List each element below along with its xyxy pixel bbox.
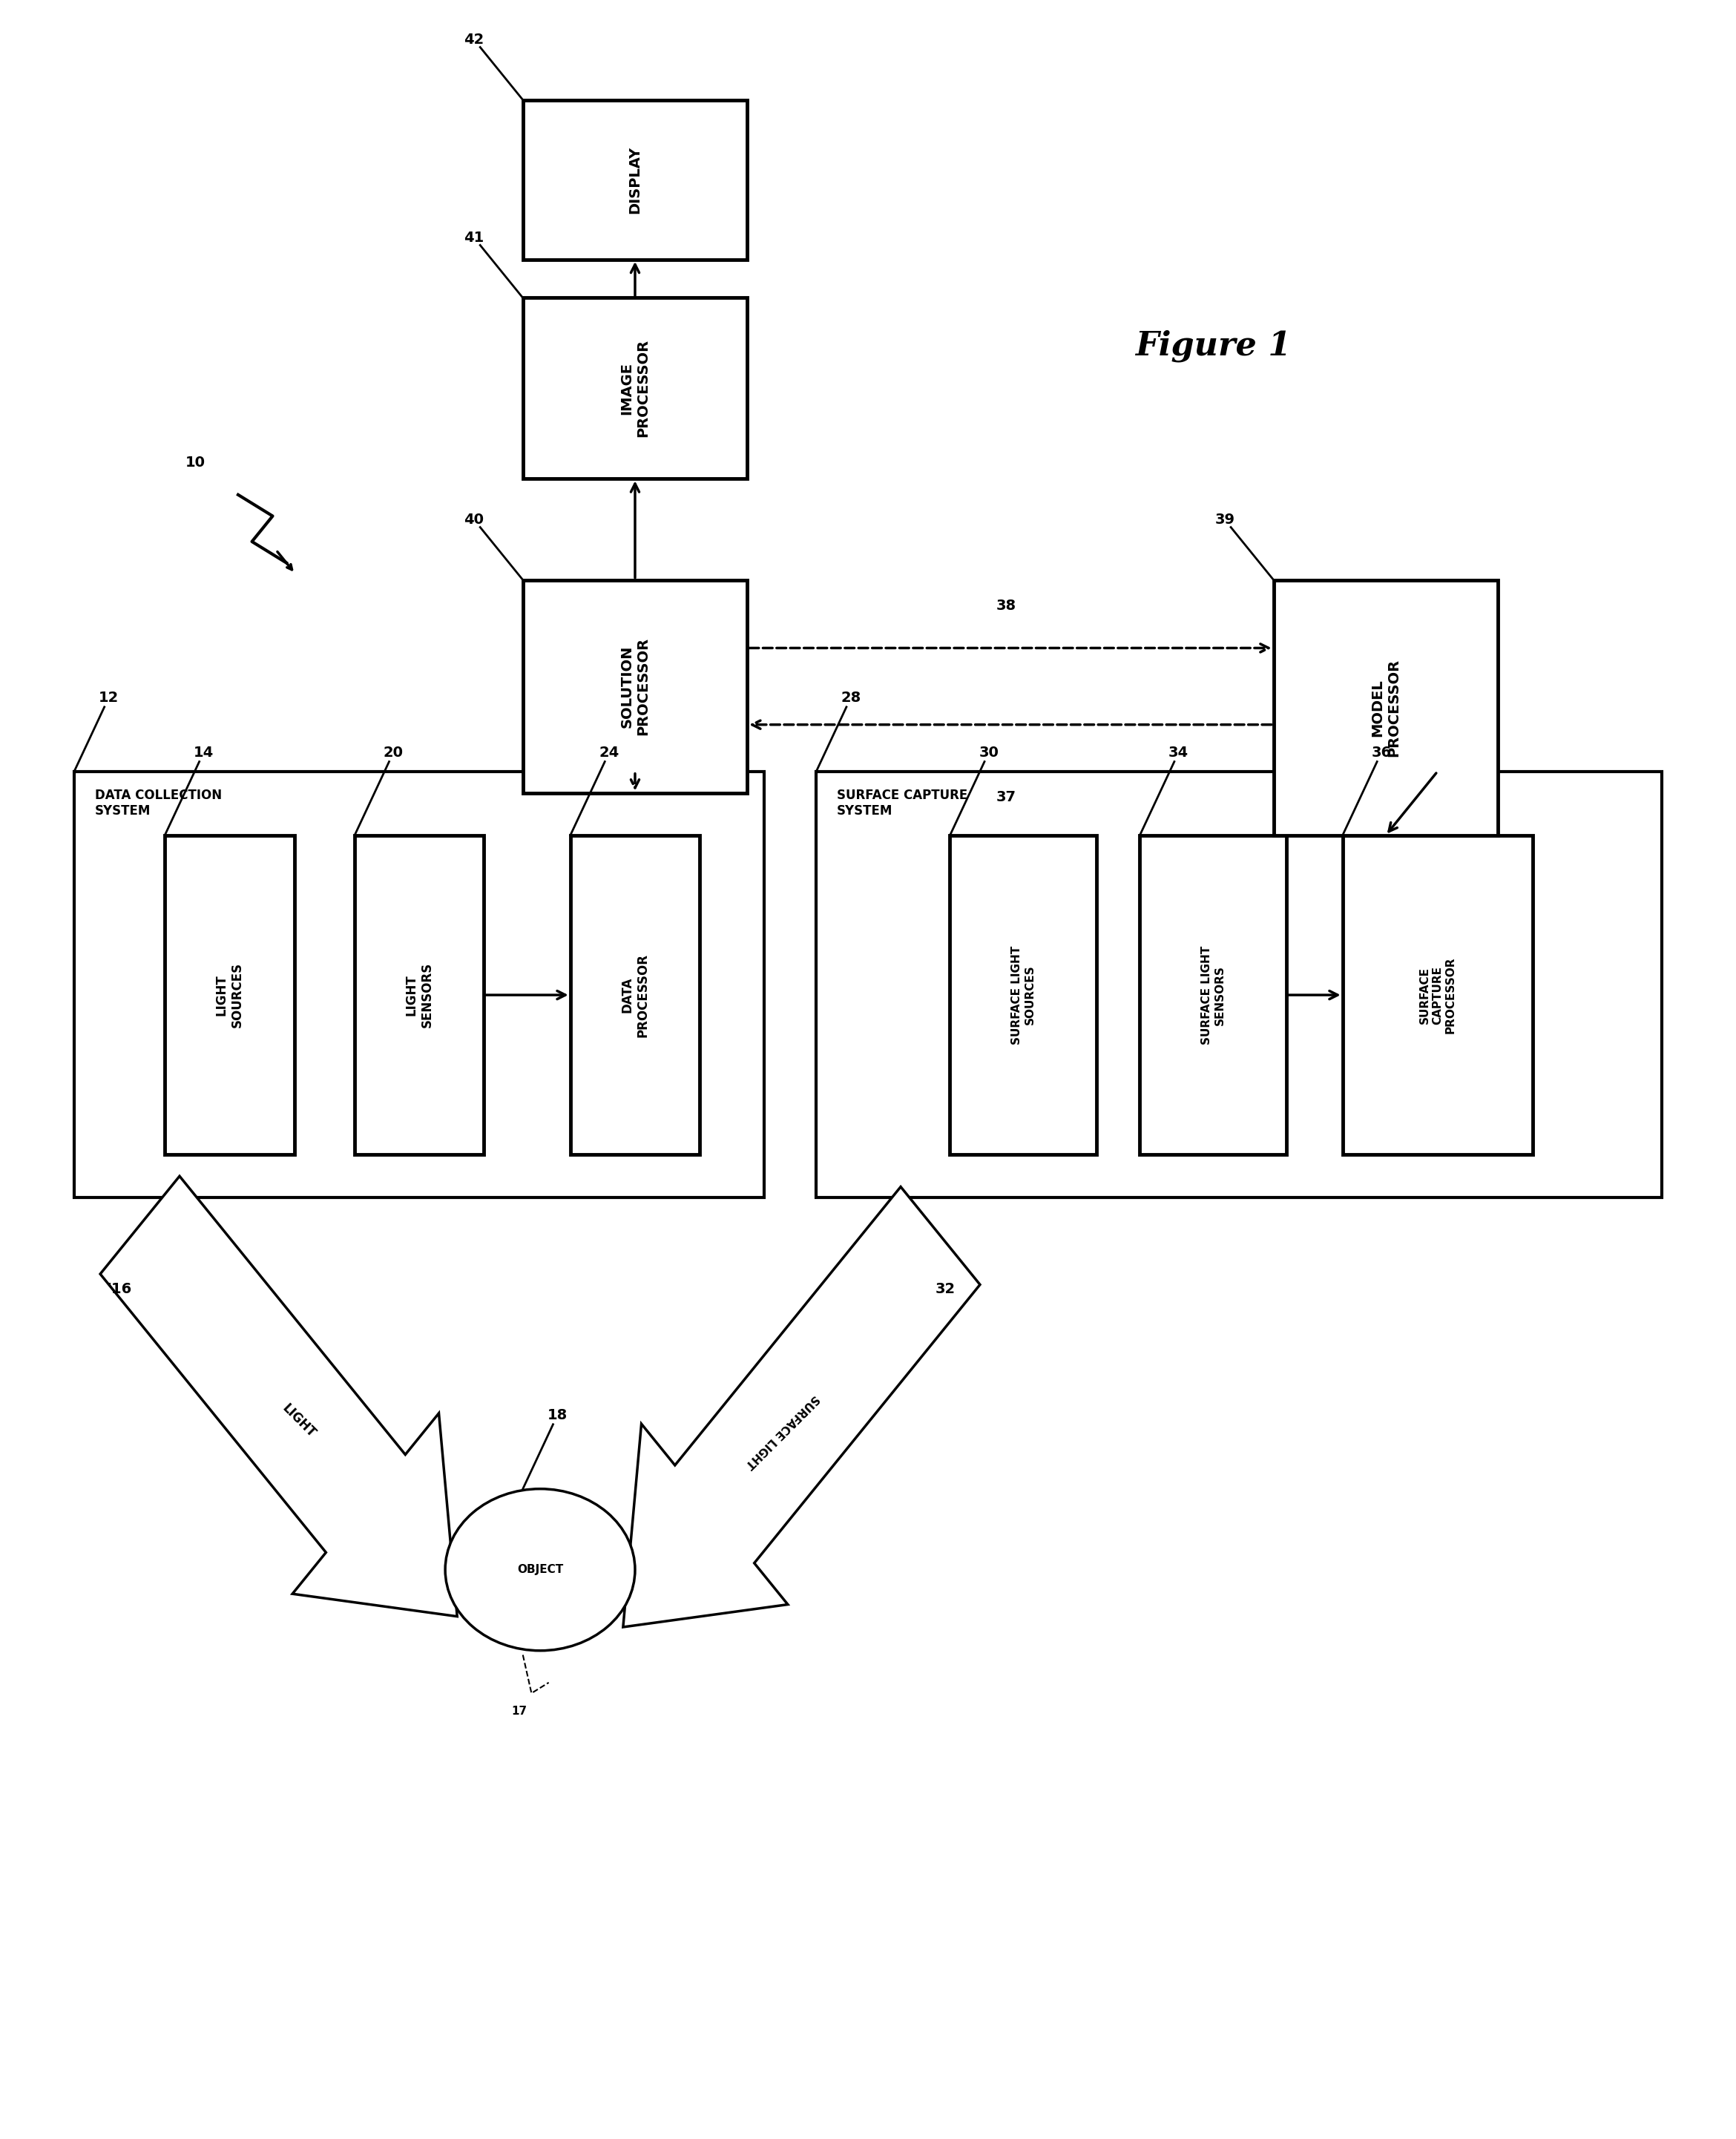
- FancyBboxPatch shape: [816, 772, 1661, 1198]
- Text: 37: 37: [996, 789, 1016, 804]
- Text: 36: 36: [1371, 744, 1392, 759]
- Polygon shape: [101, 1176, 457, 1617]
- FancyBboxPatch shape: [571, 836, 700, 1155]
- Ellipse shape: [444, 1489, 635, 1651]
- FancyBboxPatch shape: [354, 836, 484, 1155]
- FancyBboxPatch shape: [1141, 836, 1286, 1155]
- FancyBboxPatch shape: [1342, 836, 1533, 1155]
- Text: LIGHT
SOURCES: LIGHT SOURCES: [215, 963, 243, 1027]
- Text: 17: 17: [512, 1705, 528, 1718]
- Text: DATA
PROCESSOR: DATA PROCESSOR: [621, 954, 649, 1037]
- FancyBboxPatch shape: [523, 580, 746, 794]
- Text: 30: 30: [979, 744, 998, 759]
- Text: 18: 18: [547, 1407, 568, 1422]
- Text: 34: 34: [1168, 744, 1189, 759]
- Text: 39: 39: [1215, 513, 1234, 526]
- Text: 40: 40: [464, 513, 484, 526]
- Text: 38: 38: [996, 599, 1016, 612]
- FancyBboxPatch shape: [75, 772, 764, 1198]
- Text: SURFACE LIGHT
SOURCES: SURFACE LIGHT SOURCES: [1012, 945, 1035, 1044]
- Text: MODEL
PROCESSOR: MODEL PROCESSOR: [1370, 659, 1401, 757]
- Text: IMAGE
PROCESSOR: IMAGE PROCESSOR: [620, 340, 651, 436]
- Text: '16: '16: [106, 1281, 132, 1296]
- Text: LIGHT
SENSORS: LIGHT SENSORS: [404, 963, 434, 1027]
- Text: 10: 10: [186, 456, 205, 471]
- Text: 14: 14: [193, 744, 214, 759]
- Text: SOLUTION
PROCESSOR: SOLUTION PROCESSOR: [620, 637, 651, 736]
- FancyBboxPatch shape: [523, 297, 746, 479]
- Polygon shape: [623, 1187, 981, 1628]
- Text: 20: 20: [384, 744, 403, 759]
- Text: 28: 28: [840, 691, 861, 704]
- Text: OBJECT: OBJECT: [517, 1564, 562, 1574]
- Text: 42: 42: [464, 32, 484, 47]
- Text: SURFACE CAPTURE
SYSTEM: SURFACE CAPTURE SYSTEM: [837, 789, 967, 817]
- Text: DISPLAY: DISPLAY: [628, 145, 642, 214]
- FancyBboxPatch shape: [523, 101, 746, 259]
- Text: 41: 41: [464, 231, 484, 244]
- Text: SURFACE LIGHT: SURFACE LIGHT: [743, 1392, 821, 1469]
- Text: 12: 12: [99, 691, 118, 704]
- Text: 32: 32: [936, 1281, 957, 1296]
- Text: SURFACE
CAPTURE
PROCESSOR: SURFACE CAPTURE PROCESSOR: [1418, 956, 1457, 1033]
- Text: Figure 1: Figure 1: [1135, 329, 1292, 361]
- FancyBboxPatch shape: [1274, 580, 1498, 836]
- Text: DATA COLLECTION
SYSTEM: DATA COLLECTION SYSTEM: [95, 789, 222, 817]
- Text: LIGHT: LIGHT: [279, 1401, 318, 1440]
- Text: SURFACE LIGHT
SENSORS: SURFACE LIGHT SENSORS: [1201, 945, 1226, 1044]
- FancyBboxPatch shape: [165, 836, 293, 1155]
- FancyBboxPatch shape: [950, 836, 1097, 1155]
- Text: 24: 24: [599, 744, 620, 759]
